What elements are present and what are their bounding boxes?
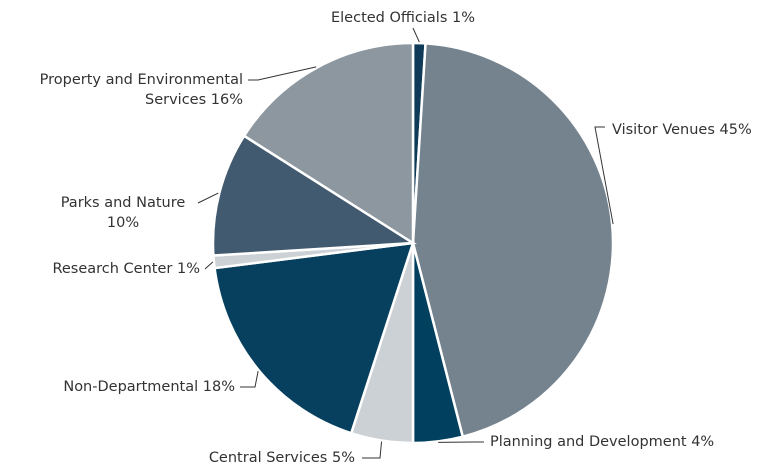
value-label: 4% (691, 434, 715, 450)
category-label: Elected Officials (330, 10, 448, 26)
leader-line (362, 441, 383, 459)
category-label: Visitor Venues (612, 122, 715, 138)
pie-slice (211, 134, 417, 257)
value-label: 18% (202, 379, 235, 395)
value-label: 1% (452, 10, 476, 26)
value-label: 1% (176, 261, 200, 277)
leader-line (412, 27, 420, 43)
leader-line (240, 371, 259, 388)
category-label: Planning and Development (490, 434, 687, 450)
slice-label: Elected Officials 1% (300, 8, 506, 28)
slice-label: Parks and Nature 10% (53, 193, 193, 233)
category-label: Non-Departmental (63, 379, 199, 395)
leader-line (594, 126, 614, 225)
leader-line (248, 66, 317, 81)
pie-slice (213, 241, 415, 435)
slice-label: Non-Departmental 18% (5, 377, 235, 397)
slice-label: Central Services 5% (155, 448, 355, 465)
pie-slice (242, 41, 415, 246)
slice-label: Property and Environmental Services 16% (13, 70, 243, 110)
leader-line (204, 261, 214, 270)
value-label: 16% (210, 92, 243, 108)
slice-label: Research Center 1% (0, 259, 200, 279)
category-label: Central Services (208, 450, 328, 465)
category-label: Property and Environmental Services (39, 72, 243, 108)
slice-label: Planning and Development 4% (490, 432, 774, 452)
value-label: 45% (719, 122, 752, 138)
value-label: 5% (331, 450, 355, 465)
category-label: Parks and Nature (60, 195, 186, 211)
category-label: Research Center (52, 261, 173, 277)
leader-line (197, 192, 219, 204)
pie-slice (411, 42, 615, 439)
value-label: 10% (106, 215, 140, 231)
slice-label: Visitor Venues 45% (612, 120, 772, 140)
